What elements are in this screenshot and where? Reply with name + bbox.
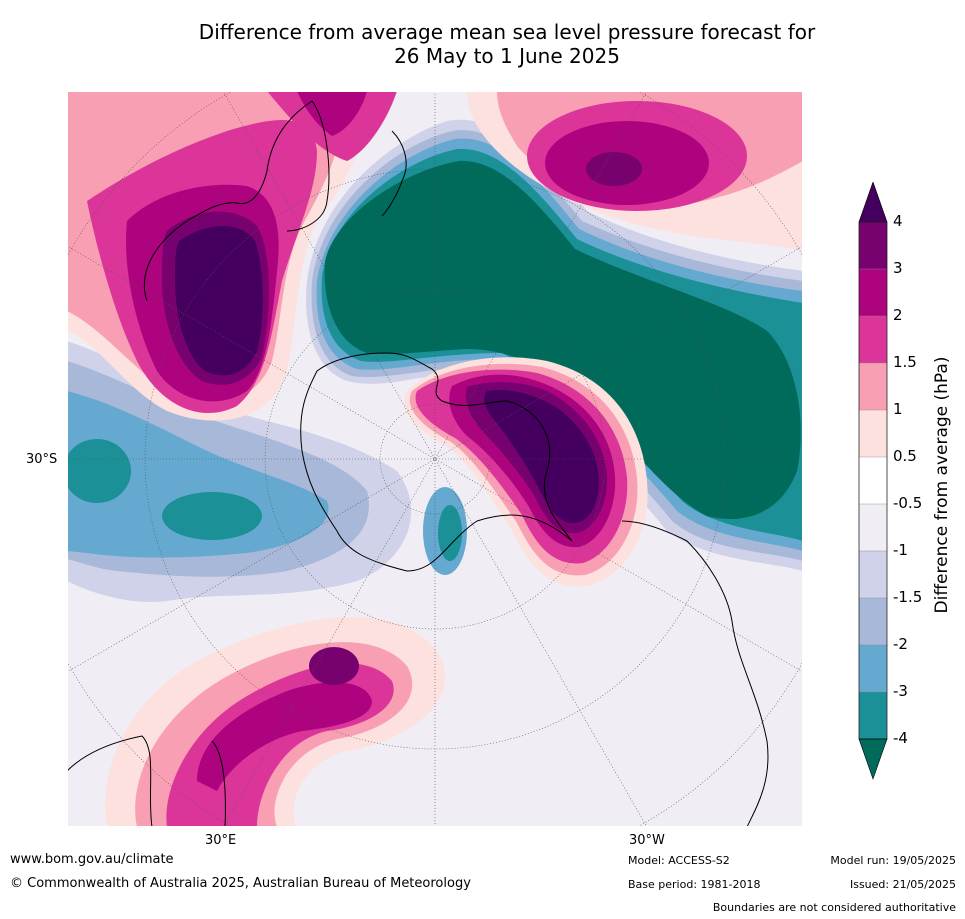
madagascar-coast xyxy=(211,740,226,827)
footer-model: Model: ACCESS-S2 xyxy=(628,854,730,867)
colorbar-band xyxy=(858,315,888,364)
colorbar-tick-label: -0.5 xyxy=(893,494,923,512)
title-line-2: 26 May to 1 June 2025 xyxy=(394,44,620,68)
colorbar-band xyxy=(858,691,888,740)
footer-model-run: Model run: 19/05/2025 xyxy=(830,854,956,867)
map-svg xyxy=(67,91,803,827)
colorbar-extend-min xyxy=(858,738,888,780)
colorbar-tick-label: 1.5 xyxy=(893,353,917,371)
footer-issued: Issued: 21/05/2025 xyxy=(849,878,956,891)
graticule xyxy=(67,91,803,827)
coastlines xyxy=(67,100,769,827)
colorbar-band xyxy=(858,644,888,693)
positive-anomaly-south-pacific xyxy=(467,91,803,251)
colorbar-tick-label: 0.5 xyxy=(893,447,917,465)
footer-url[interactable]: www.bom.gov.au/climate xyxy=(10,852,174,867)
footer-disclaimer: Boundaries are not considered authoritat… xyxy=(712,901,956,914)
chart-title: Difference from average mean sea level p… xyxy=(0,20,965,68)
lon-label-30e: 30°E xyxy=(205,833,237,848)
south-america-coast xyxy=(621,520,769,827)
positive-anomaly-australia xyxy=(67,91,397,421)
colorbar xyxy=(858,182,888,780)
colorbar-band xyxy=(858,503,888,552)
negative-anomaly-pacific-southern-ocean xyxy=(306,119,803,572)
colorbar-tick-label: -1 xyxy=(893,541,908,559)
footer-copyright: © Commonwealth of Australia 2025, Austra… xyxy=(10,876,471,891)
colorbar-tick-label: 1 xyxy=(893,400,903,418)
colorbar-tick-label: 3 xyxy=(893,259,903,277)
colorbar-tick-label: -1.5 xyxy=(893,588,923,606)
colorbar-band xyxy=(858,268,888,317)
colorbar-label: Difference from average (hPa) xyxy=(932,356,952,614)
colorbar-band xyxy=(858,456,888,505)
antarctica-coast xyxy=(300,352,573,572)
colorbar-band xyxy=(858,409,888,458)
colorbar-band xyxy=(858,597,888,646)
colorbar-band xyxy=(858,221,888,270)
positive-anomaly-antarctic-peninsula xyxy=(404,357,648,587)
colorbar-tick-label: -4 xyxy=(893,729,908,747)
colorbar-extend-max xyxy=(858,182,888,223)
footer-base-period: Base period: 1981-2018 xyxy=(628,878,761,891)
colorbar-tick-label: -2 xyxy=(893,635,908,653)
new-zealand-coast xyxy=(381,130,407,217)
map-frame xyxy=(67,91,803,827)
positive-anomaly-south-atlantic-africa xyxy=(105,617,445,827)
title-line-1: Difference from average mean sea level p… xyxy=(198,20,816,44)
lon-label-30w: 30°W xyxy=(629,833,665,848)
colorbar-tick-label: -3 xyxy=(893,682,908,700)
lat-label-30s: 30°S xyxy=(26,452,58,467)
colorbar-tick-label: 2 xyxy=(893,306,903,324)
negative-anomaly-indian-ocean xyxy=(67,341,467,602)
anomaly-map xyxy=(67,91,803,827)
colorbar-tick-label: 4 xyxy=(893,212,903,230)
colorbar-band xyxy=(858,550,888,599)
colorbar-band xyxy=(858,362,888,411)
africa-coast xyxy=(67,735,153,827)
australia-coast xyxy=(143,100,330,302)
